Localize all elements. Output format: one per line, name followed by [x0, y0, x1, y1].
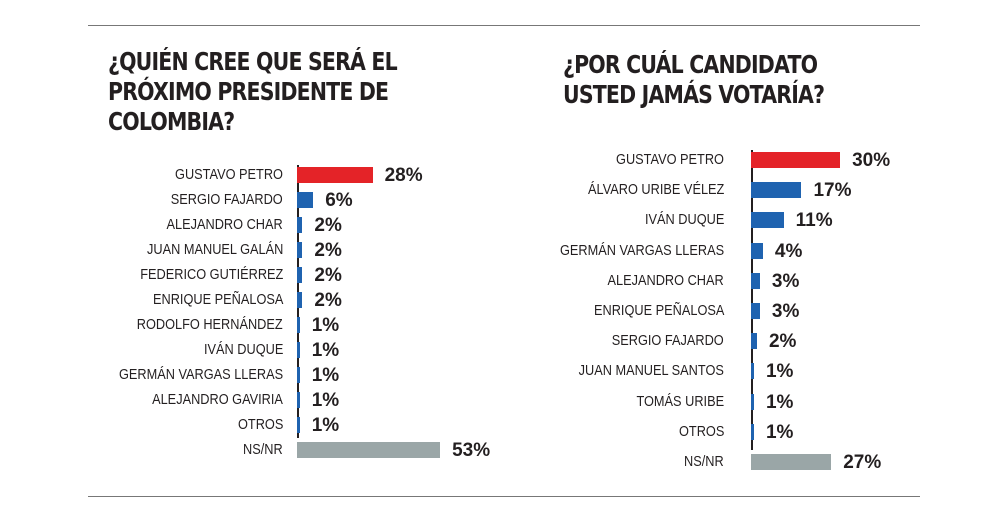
- value-label: 1%: [311, 315, 340, 336]
- bar: [297, 217, 303, 233]
- axis-line: [751, 150, 753, 450]
- category-label: OTROS: [237, 416, 283, 433]
- bar: [297, 342, 300, 358]
- category-label: OTROS: [678, 422, 724, 440]
- bottom-rule: [88, 496, 920, 497]
- value-label: 6%: [325, 190, 353, 211]
- value-label: 1%: [311, 340, 340, 361]
- bar: [751, 242, 763, 259]
- value-label: 1%: [765, 391, 794, 413]
- category-label: ALEJANDRO CHAR: [166, 216, 283, 233]
- bar: [751, 212, 784, 229]
- category-label: JUAN MANUEL GALÁN: [146, 241, 283, 258]
- category-label: ENRIQUE PEÑALOSA: [152, 291, 283, 308]
- category-label: GUSTAVO PETRO: [175, 166, 283, 183]
- title-line: ¿QUIÉN CREE QUE SERÁ EL: [108, 47, 398, 76]
- bar: [297, 442, 441, 458]
- bar: [751, 152, 841, 168]
- bar: [751, 272, 760, 289]
- value-label: 17%: [813, 180, 852, 202]
- title-line: COLOMBIA?: [108, 107, 235, 136]
- category-label: NS/NR: [243, 441, 283, 458]
- value-label: 2%: [314, 240, 342, 261]
- category-label: IVÁN DUQUE: [203, 341, 283, 358]
- category-label: GUSTAVO PETRO: [616, 151, 724, 168]
- value-label: 3%: [771, 301, 800, 322]
- value-label: 2%: [314, 265, 342, 286]
- category-label: RODOLFO HERNÁNDEZ: [137, 316, 283, 333]
- category-label: GERMÁN VARGAS LLERAS: [559, 241, 724, 259]
- value-label: 53%: [452, 440, 491, 461]
- chart-title-left: ¿QUIÉN CREE QUE SERÁ EL PRÓXIMO PRESIDEN…: [108, 47, 398, 137]
- category-label: IVÁN DUQUE: [644, 211, 724, 229]
- bar: [751, 423, 754, 440]
- value-label: 2%: [314, 215, 342, 236]
- bar: [297, 392, 300, 408]
- category-label: ÁLVARO URIBE VÉLEZ: [587, 181, 724, 199]
- value-label: 1%: [311, 415, 340, 436]
- bar: [297, 267, 303, 283]
- bar: [297, 367, 300, 383]
- bar: [751, 182, 802, 199]
- value-label: 11%: [795, 210, 833, 232]
- value-label: 1%: [765, 361, 794, 383]
- value-label: 28%: [384, 165, 423, 186]
- bar: [751, 393, 754, 410]
- category-label: GERMÁN VARGAS LLERAS: [118, 366, 283, 383]
- title-line: ¿POR CUÁL CANDIDATO: [563, 50, 818, 79]
- category-label: JUAN MANUEL SANTOS: [578, 362, 724, 380]
- bar: [297, 317, 300, 333]
- chart-title-right: ¿POR CUÁL CANDIDATO USTED JAMÁS VOTARÍA?: [563, 50, 825, 110]
- value-label: 2%: [314, 290, 342, 311]
- value-label: 27%: [843, 452, 882, 473]
- category-label: SERGIO FAJARDO: [612, 332, 724, 350]
- bar: [297, 417, 300, 433]
- value-label: 30%: [852, 150, 891, 171]
- value-label: 2%: [768, 331, 797, 353]
- title-line: PRÓXIMO PRESIDENTE DE: [108, 77, 389, 106]
- value-label: 4%: [774, 240, 803, 262]
- title-line: USTED JAMÁS VOTARÍA?: [563, 80, 825, 109]
- value-label: 1%: [311, 390, 340, 411]
- value-label: 1%: [311, 365, 340, 386]
- bar: [751, 303, 760, 319]
- bar: [297, 167, 373, 183]
- bar: [751, 333, 757, 350]
- bar: [751, 454, 832, 470]
- bar: [751, 363, 754, 380]
- category-label: ALEJANDRO CHAR: [607, 271, 724, 289]
- bar: [297, 292, 303, 308]
- category-label: ENRIQUE PEÑALOSA: [593, 302, 724, 319]
- value-label: 3%: [771, 270, 800, 292]
- category-label: ALEJANDRO GAVIRIA: [152, 391, 283, 408]
- top-rule: [88, 25, 920, 26]
- category-label: TOMÁS URIBE: [636, 392, 724, 410]
- value-label: 1%: [765, 421, 794, 443]
- category-label: FEDERICO GUTIÉRREZ: [139, 266, 283, 283]
- bar: [297, 242, 303, 258]
- bar: [297, 192, 314, 208]
- category-label: NS/NR: [684, 453, 724, 470]
- category-label: SERGIO FAJARDO: [171, 191, 283, 208]
